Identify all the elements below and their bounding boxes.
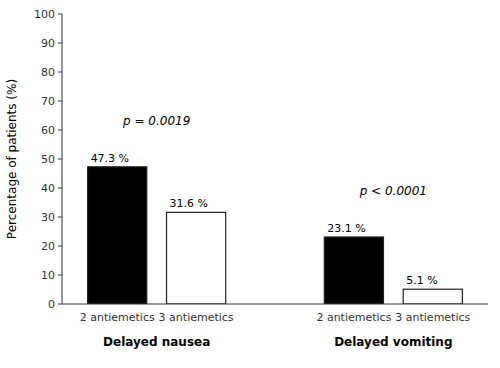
y-tick	[58, 304, 62, 305]
y-tick-label: 90	[41, 37, 55, 50]
x-tick-label: 3 antiemetics	[159, 311, 234, 324]
annotation: p = 0.0019	[122, 114, 190, 128]
y-axis: 0 10 20 30 40 50 60 70 80 90 100 Percentage of pati…	[5, 8, 62, 311]
bar	[88, 167, 147, 304]
bars	[88, 167, 463, 304]
y-tick	[58, 159, 62, 160]
y-tick-label: 100	[34, 8, 55, 21]
y-tick	[58, 14, 62, 15]
y-tick-label: 10	[41, 269, 55, 282]
y-tick	[58, 72, 62, 73]
y-tick-label: 60	[41, 124, 55, 137]
y-tick-label: 80	[41, 66, 55, 79]
annotation: p < 0.0001	[359, 184, 427, 198]
chart-svg: 47.3 % 31.6 % 23.1 % 5.1 % p = 0.0019 p < 0.0…	[0, 0, 500, 368]
data-label: 23.1 %	[327, 222, 365, 235]
x-axis-line	[62, 304, 488, 305]
y-tick	[58, 275, 62, 276]
y-tick	[58, 217, 62, 218]
y-tick	[58, 188, 62, 189]
y-tick	[58, 101, 62, 102]
x-tick-label: 3 antiemetics	[395, 311, 470, 324]
y-tick-label: 70	[41, 95, 55, 108]
group-label: Delayed nausea	[103, 335, 210, 349]
y-axis-label: Percentage of patients (%)	[5, 79, 19, 239]
y-tick-label: 40	[41, 182, 55, 195]
data-label: 5.1 %	[406, 274, 437, 287]
y-tick	[58, 43, 62, 44]
bar	[324, 237, 383, 304]
x-tick-label: 2 antiemetics	[316, 311, 391, 324]
chart-container: 47.3 % 31.6 % 23.1 % 5.1 % p = 0.0019 p < 0.0…	[0, 0, 500, 368]
data-label: 47.3 %	[91, 152, 129, 165]
x-axis: 2 antiemetics 3 antiemetics 2 antiemetics 3…	[62, 304, 488, 349]
y-tick-label: 0	[48, 298, 55, 311]
y-tick-label: 30	[41, 211, 55, 224]
x-tick-label: 2 antiemetics	[80, 311, 155, 324]
group-label: Delayed vomiting	[334, 335, 452, 349]
y-tick-label: 20	[41, 240, 55, 253]
y-tick	[58, 130, 62, 131]
bar	[403, 289, 462, 304]
data-label: 31.6 %	[170, 197, 208, 210]
y-tick-label: 50	[41, 153, 55, 166]
y-tick	[58, 246, 62, 247]
bar	[167, 212, 226, 304]
